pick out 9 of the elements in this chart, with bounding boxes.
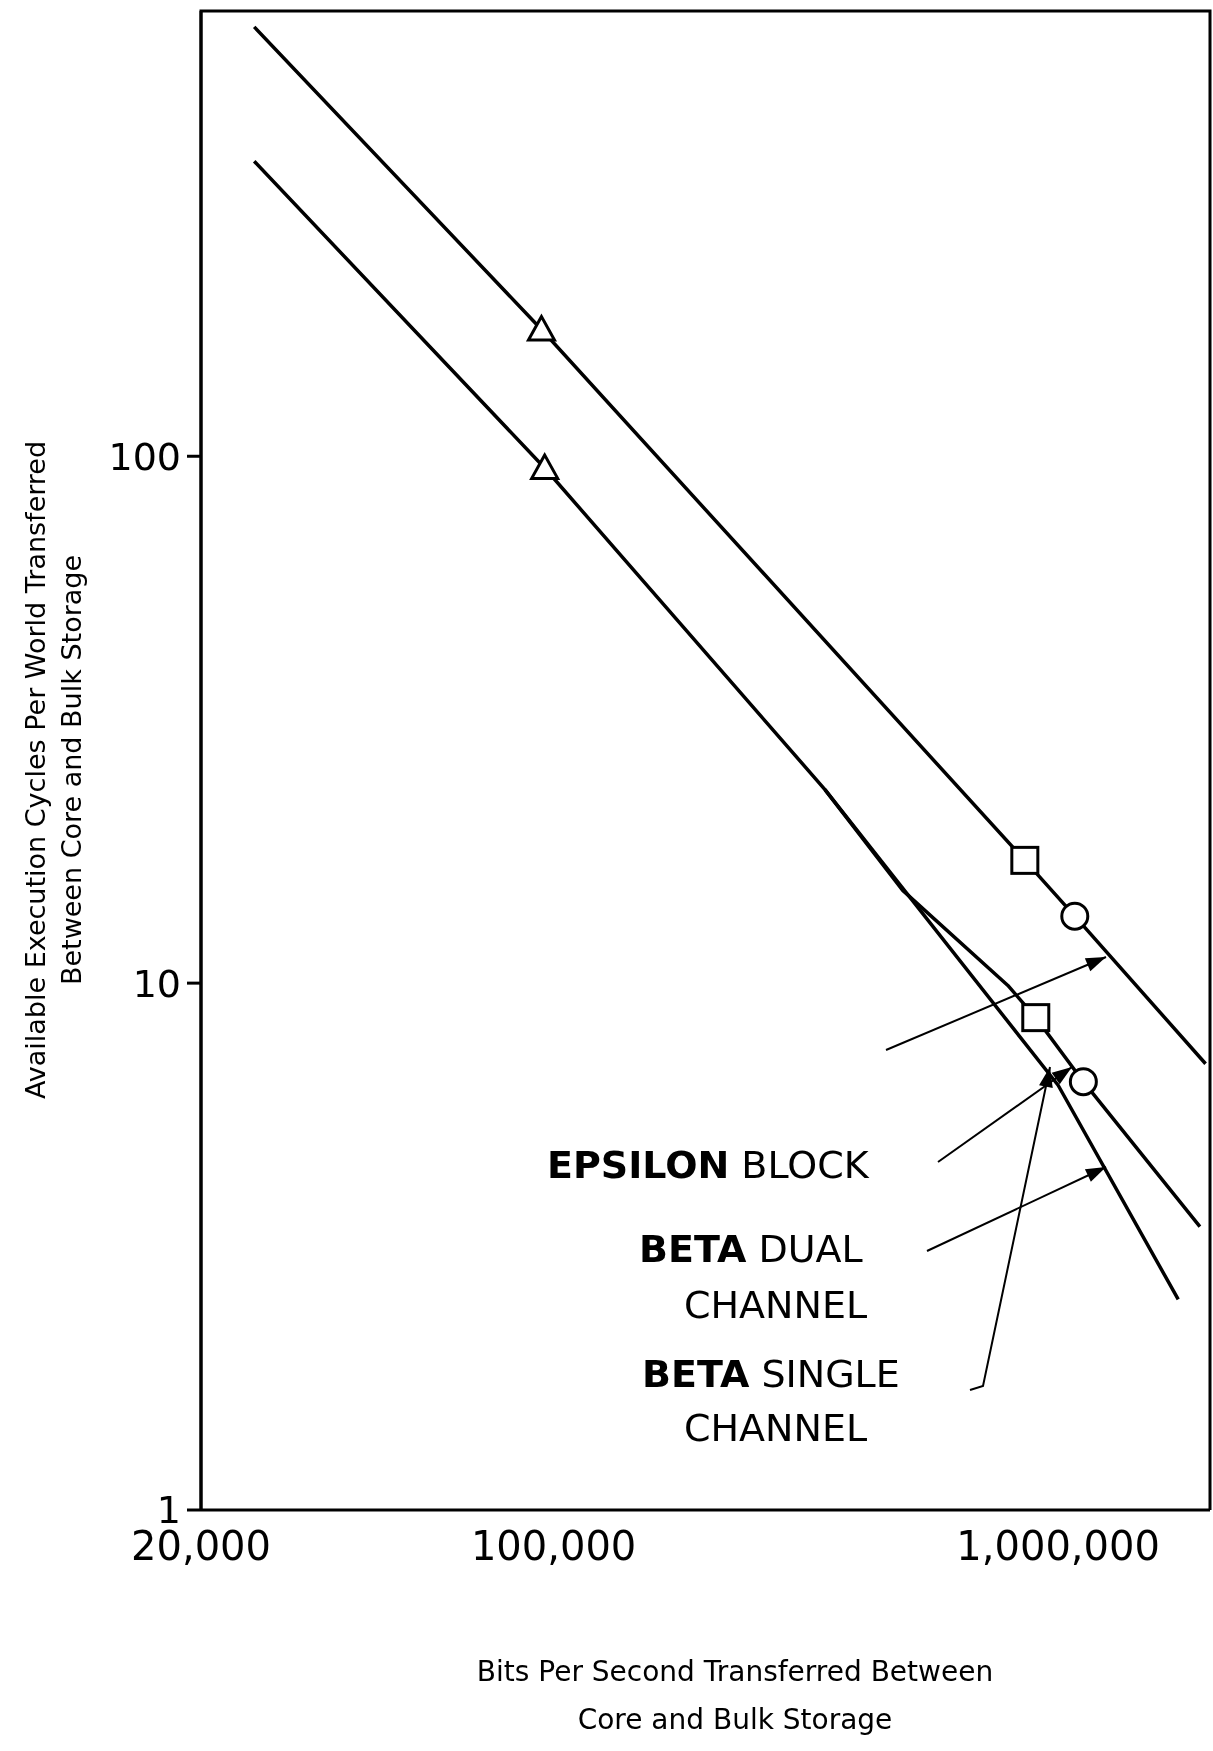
y-tick-label: 100	[108, 434, 181, 479]
y-axis-title: Available Execution Cycles Per World Transferred Between Core and Bulk Storage	[20, 440, 87, 1100]
x-tick-label: 100,000	[470, 1523, 637, 1570]
annotation: BETA SINGLE CHANNEL	[642, 1352, 900, 1450]
x-axis-title: Bits Per Second Transferred Between Core and Bulk Storage	[476, 1655, 994, 1736]
x-tick-label: 1,000,000	[956, 1523, 1160, 1570]
annotation: EPSILON BLOCK	[547, 1143, 870, 1187]
annotation: BETA DUAL CHANNEL	[639, 1227, 868, 1327]
y-tick-label: 10	[132, 961, 181, 1006]
